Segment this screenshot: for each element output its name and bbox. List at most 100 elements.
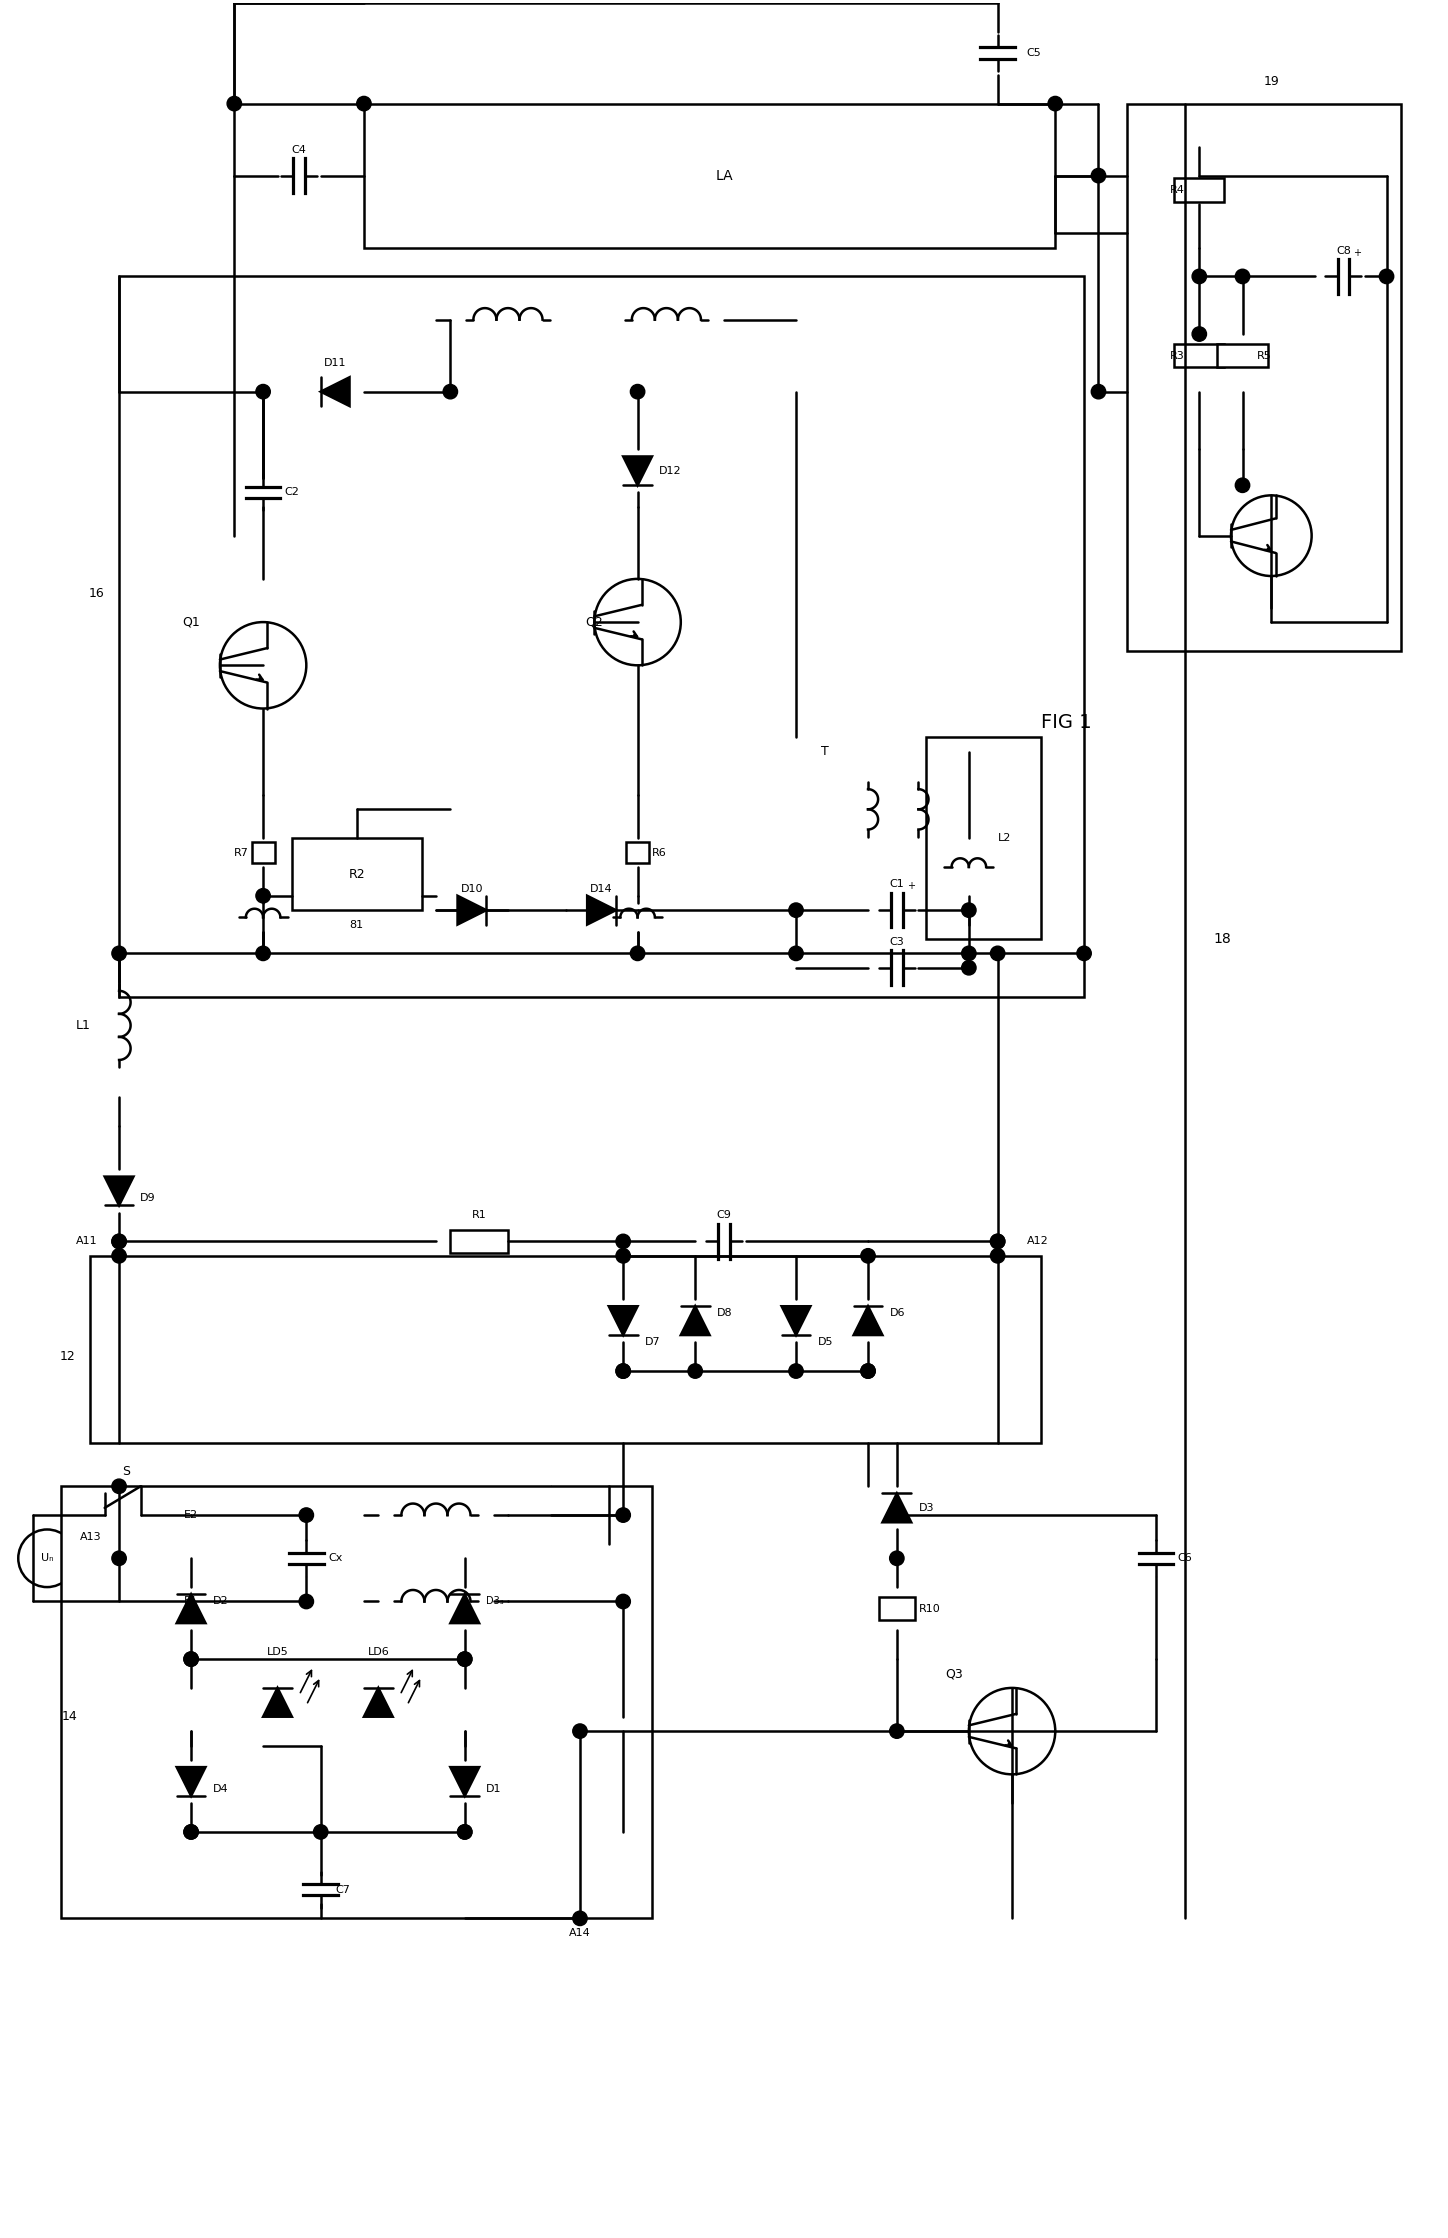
Circle shape (458, 1824, 472, 1840)
Text: R5: R5 (1257, 351, 1271, 360)
Circle shape (184, 1652, 198, 1667)
Text: LD5: LD5 (266, 1647, 288, 1656)
Circle shape (111, 947, 126, 960)
Text: D1: D1 (487, 1784, 502, 1793)
Circle shape (1092, 168, 1106, 184)
Circle shape (1192, 269, 1206, 284)
Circle shape (300, 1593, 314, 1609)
Text: R6: R6 (652, 848, 666, 857)
Text: C7: C7 (334, 1884, 350, 1896)
Text: C1: C1 (889, 880, 904, 888)
Polygon shape (363, 1687, 392, 1717)
Text: D14: D14 (591, 884, 613, 893)
Text: D11: D11 (324, 358, 346, 367)
Text: 12: 12 (61, 1350, 75, 1363)
Text: D4: D4 (213, 1784, 229, 1793)
Circle shape (789, 902, 804, 918)
Text: T: T (821, 745, 828, 759)
Text: C5: C5 (1027, 49, 1041, 58)
Text: LA: LA (715, 168, 733, 184)
Polygon shape (552, 1486, 608, 1544)
Text: E1: E1 (184, 1596, 198, 1607)
Text: C3: C3 (889, 938, 904, 947)
Text: D8: D8 (717, 1309, 733, 1318)
Circle shape (860, 1363, 875, 1379)
Text: D5: D5 (818, 1338, 833, 1347)
Polygon shape (681, 1307, 710, 1336)
Circle shape (615, 1593, 630, 1609)
Text: 19: 19 (1264, 76, 1279, 90)
Text: +: + (906, 882, 915, 891)
Circle shape (1380, 269, 1394, 284)
Text: FIG 1: FIG 1 (1041, 714, 1092, 732)
Text: E2: E2 (184, 1511, 198, 1520)
Polygon shape (177, 1593, 206, 1623)
Text: D3: D3 (918, 1504, 934, 1513)
Circle shape (889, 1723, 904, 1739)
Circle shape (111, 1233, 126, 1249)
Text: 14: 14 (61, 1710, 77, 1723)
Circle shape (256, 385, 271, 398)
Text: C4: C4 (291, 145, 307, 154)
Circle shape (256, 947, 271, 960)
Circle shape (889, 1551, 904, 1567)
Polygon shape (623, 457, 652, 486)
Circle shape (184, 1652, 198, 1667)
Circle shape (443, 385, 458, 398)
Circle shape (573, 1723, 588, 1739)
Text: R2: R2 (349, 868, 365, 880)
Text: R4: R4 (1170, 186, 1184, 195)
Circle shape (458, 1824, 472, 1840)
Circle shape (630, 385, 644, 398)
Circle shape (314, 1824, 327, 1840)
Circle shape (615, 1363, 630, 1379)
Bar (1218, 345, 1267, 367)
Polygon shape (854, 1307, 882, 1336)
Text: D7: D7 (644, 1338, 660, 1347)
Bar (90, 1256, 1041, 1444)
Circle shape (889, 1508, 904, 1522)
Bar (119, 278, 1085, 996)
Text: D6: D6 (889, 1309, 905, 1318)
Text: D3₃: D3₃ (487, 1596, 504, 1607)
Circle shape (1192, 327, 1206, 340)
Polygon shape (450, 1593, 479, 1623)
Circle shape (111, 1249, 126, 1262)
Bar (61, 1486, 652, 1918)
Circle shape (111, 1233, 126, 1249)
Bar (1128, 103, 1400, 651)
Text: A14: A14 (569, 1927, 591, 1938)
Circle shape (688, 1363, 702, 1379)
Circle shape (860, 1363, 875, 1379)
Polygon shape (608, 1307, 637, 1336)
Text: R1: R1 (472, 1211, 487, 1220)
Polygon shape (782, 1307, 811, 1336)
Circle shape (961, 902, 976, 918)
Circle shape (458, 1652, 472, 1667)
Text: C6: C6 (1177, 1553, 1193, 1564)
Polygon shape (882, 1493, 911, 1522)
Circle shape (458, 1652, 472, 1667)
Circle shape (573, 1911, 588, 1925)
Circle shape (1235, 269, 1250, 284)
Text: D9: D9 (140, 1193, 156, 1204)
Bar (925, 736, 1041, 940)
Circle shape (990, 1233, 1005, 1249)
Text: C8: C8 (1337, 246, 1351, 255)
Polygon shape (458, 895, 487, 924)
Circle shape (111, 1479, 126, 1493)
Polygon shape (588, 895, 615, 924)
Circle shape (1077, 947, 1092, 960)
Text: D2: D2 (213, 1596, 229, 1607)
Circle shape (615, 1249, 630, 1262)
Circle shape (615, 1508, 630, 1522)
Circle shape (789, 947, 804, 960)
Text: 16: 16 (88, 586, 104, 600)
Bar (363, 103, 1056, 248)
Polygon shape (104, 1177, 133, 1206)
Circle shape (990, 947, 1005, 960)
Polygon shape (320, 378, 349, 405)
Circle shape (990, 1233, 1005, 1249)
Text: A13: A13 (80, 1531, 101, 1542)
Text: C9: C9 (717, 1211, 731, 1220)
